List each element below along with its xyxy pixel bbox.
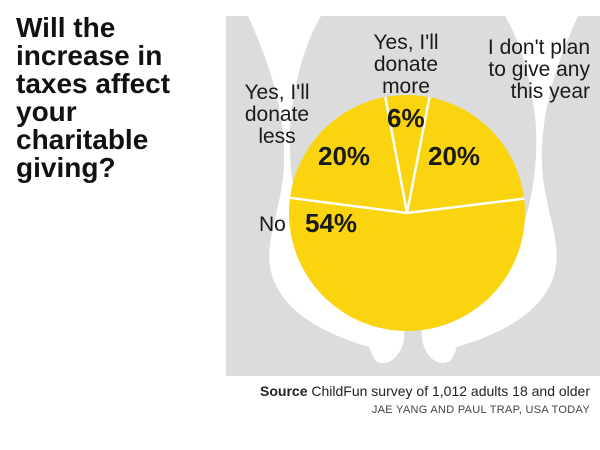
slice-no-plan — [407, 97, 525, 213]
pie-slices — [288, 95, 525, 331]
pie-chart — [248, 16, 578, 364]
slice-divider — [384, 96, 409, 214]
slice-no — [288, 197, 525, 331]
slice-label-donate-more: Yes, I'll donate more — [373, 31, 439, 98]
slice-value-donate-less: 20% — [318, 141, 371, 171]
slice-value-no: 54% — [305, 208, 358, 238]
slice-divider — [289, 196, 408, 215]
chart-panel — [226, 16, 600, 376]
slice-label-no: No — [259, 213, 286, 236]
source-text: ChildFun survey of 1,012 adults 18 and o… — [311, 383, 590, 399]
slice-value-no-plan: 20% — [428, 141, 481, 171]
right-hand — [433, 16, 578, 348]
slice-label-donate-less: Yes, I'll donate less — [244, 81, 310, 148]
credit-line: JAE YANG AND PAUL TRAP, USA TODAY — [371, 404, 590, 416]
slice-divider — [406, 197, 525, 215]
source-label: Source — [260, 383, 308, 399]
slice-divider — [405, 96, 431, 214]
left-hand — [248, 16, 393, 348]
slice-value-donate-more: 6% — [387, 103, 425, 133]
slice-label-no-plan: I don't plan to give any this year — [487, 36, 590, 103]
slice-donate-less — [289, 97, 407, 213]
chart-title: Will the increase in taxes affect your c… — [16, 12, 171, 183]
slice-donate-more — [385, 95, 430, 213]
source-note: Source ChildFun survey of 1,012 adults 1… — [260, 383, 590, 399]
